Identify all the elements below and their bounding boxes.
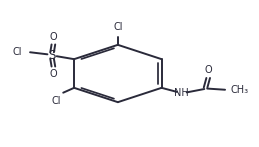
Text: CH₃: CH₃ (230, 85, 248, 95)
Text: Cl: Cl (13, 47, 22, 57)
Text: O: O (49, 69, 57, 79)
Text: O: O (204, 65, 212, 75)
Text: NH: NH (174, 88, 188, 98)
Text: Cl: Cl (113, 22, 123, 32)
Text: O: O (49, 32, 57, 42)
Text: Cl: Cl (51, 96, 61, 106)
Text: S: S (48, 49, 56, 62)
